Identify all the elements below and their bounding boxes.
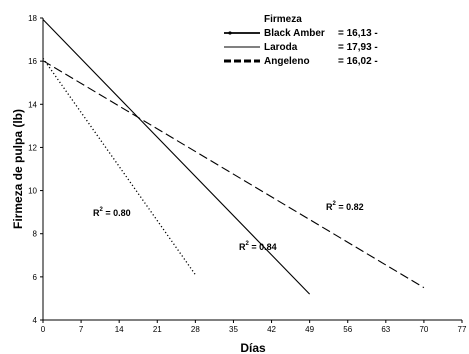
series-line-angeleno	[42, 60, 425, 289]
r2-base: R	[93, 208, 100, 218]
r2-label-laroda: R2 = 0.84	[239, 241, 277, 252]
legend-label-angeleno: Angeleno	[264, 56, 310, 67]
y-tick-label: 6	[33, 273, 38, 282]
x-tick-label: 49	[305, 325, 314, 334]
legend-dot-black-amber	[228, 31, 232, 35]
x-tick-label: 56	[343, 325, 352, 334]
y-tick-label: 10	[28, 187, 37, 196]
x-tick-label: 42	[267, 325, 276, 334]
x-tick-label: 63	[381, 325, 390, 334]
r2-value: = 0.80	[103, 208, 131, 218]
x-axis-title: Días	[240, 341, 266, 354]
y-axis-title: Firmeza de pulpa (lb)	[11, 109, 25, 229]
legend-equation-black-amber: = 16,13 -	[338, 28, 378, 39]
x-tick-label: 28	[191, 325, 200, 334]
axes: 4 6 8 10 12 14 16 18 0 7 14 21 28 35 42 49 56 63 70 77 Días F…	[11, 14, 467, 354]
series-line-black-amber	[42, 57, 196, 276]
series-line-laroda	[42, 19, 311, 295]
legend: Firmeza Black Amber = 16,13 - Laroda = 17,93…	[224, 14, 378, 67]
r2-base: R	[326, 202, 333, 212]
y-tick-label: 16	[28, 57, 37, 66]
x-tick-label: 7	[79, 325, 84, 334]
y-tick-label: 18	[28, 14, 37, 23]
series-layer	[42, 19, 425, 295]
x-tick-label: 70	[419, 325, 428, 334]
y-tick-label: 8	[33, 230, 38, 239]
r2-superscript: 2	[100, 207, 104, 213]
r2-value: = 0.82	[336, 202, 364, 212]
r2-superscript: 2	[333, 201, 337, 207]
r2-superscript: 2	[246, 241, 250, 247]
x-tick-label: 35	[229, 325, 238, 334]
legend-label-black-amber: Black Amber	[264, 28, 325, 39]
r2-label-black-amber: R2 = 0.80	[93, 207, 131, 218]
x-tick-label: 0	[41, 325, 46, 334]
x-tick-label: 77	[458, 325, 467, 334]
r2-label-angeleno: R2 = 0.82	[326, 201, 364, 212]
legend-title: Firmeza	[264, 14, 302, 25]
r2-value: = 0.84	[249, 242, 277, 252]
x-tick-label: 21	[153, 325, 162, 334]
y-tick-label: 4	[33, 316, 38, 325]
x-tick-label: 14	[115, 325, 124, 334]
legend-equation-angeleno: = 16,02 -	[338, 56, 378, 67]
r2-base: R	[239, 242, 246, 252]
y-tick-label: 12	[28, 143, 37, 152]
legend-equation-laroda: = 17,93 -	[338, 42, 378, 53]
y-tick-label: 14	[28, 100, 37, 109]
legend-label-laroda: Laroda	[264, 42, 298, 53]
